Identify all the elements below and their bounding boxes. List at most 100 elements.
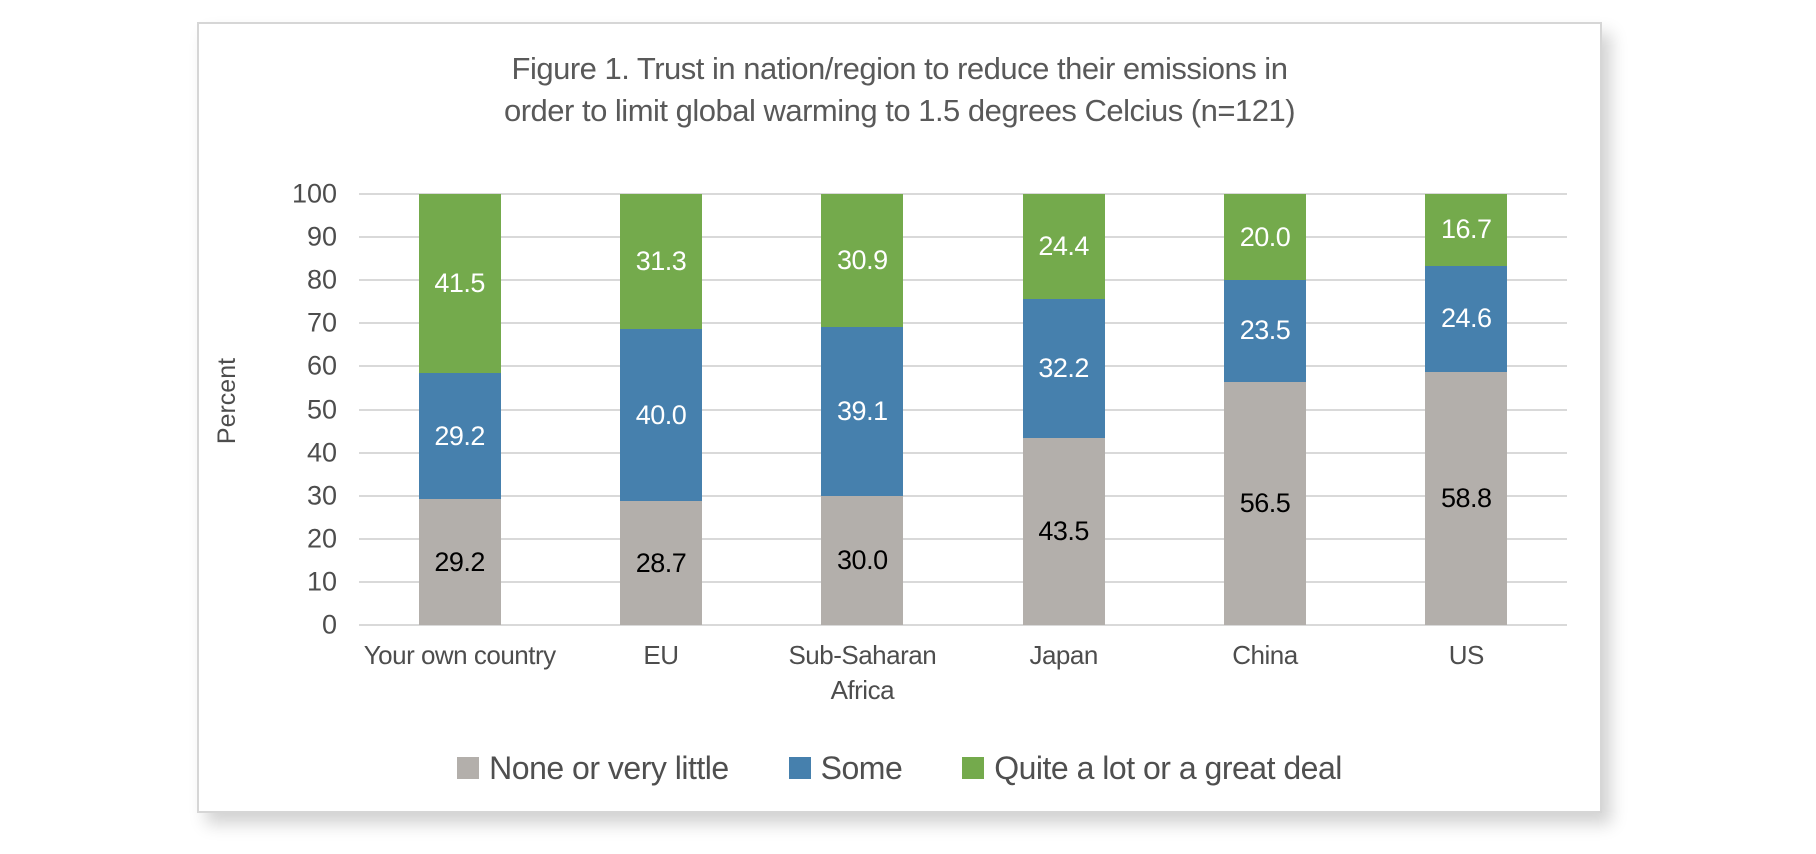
bars-layer: 41.5 29.2 29.2 31.3 40.0 28.7 30.9 39.1 30.0 24.4… bbox=[359, 193, 1567, 625]
chart-title-line-1: Figure 1. Trust in nation/region to redu… bbox=[511, 51, 1288, 86]
figure-card: Figure 1. Trust in nation/region to redu… bbox=[197, 22, 1602, 813]
bar-segment: 41.5 bbox=[418, 194, 501, 374]
bar-segment: 43.5 bbox=[1022, 437, 1105, 625]
x-category-label-line1: US bbox=[1448, 640, 1485, 670]
y-tick-label-70: 70 bbox=[306, 307, 337, 338]
stacked-bar-4: 20.0 23.5 56.5 bbox=[1223, 194, 1306, 625]
bar-segment: 31.3 bbox=[619, 194, 702, 329]
bar-segment: 56.5 bbox=[1223, 381, 1306, 625]
y-tick-label-100: 100 bbox=[291, 178, 337, 209]
y-tick-label-90: 90 bbox=[306, 221, 337, 252]
bar-segment-value-label: 56.5 bbox=[1239, 487, 1291, 518]
y-tick-label-20: 20 bbox=[306, 523, 337, 554]
x-category-label-line2: Africa bbox=[830, 675, 895, 706]
bar-segment: 24.6 bbox=[1425, 265, 1508, 372]
stacked-bar-3: 24.4 32.2 43.5 bbox=[1022, 194, 1105, 625]
bar-segment-value-label: 23.5 bbox=[1239, 315, 1291, 346]
legend-item-label: Quite a lot or a great deal bbox=[994, 749, 1342, 786]
bar-slot-0: 41.5 29.2 29.2 bbox=[359, 194, 560, 625]
bar-segment-value-label: 39.1 bbox=[837, 395, 888, 426]
bar-slot-3: 24.4 32.2 43.5 bbox=[963, 194, 1164, 625]
gridline-50 bbox=[359, 408, 1567, 411]
bar-segment: 29.2 bbox=[418, 499, 501, 625]
bar-segment-value-label: 28.7 bbox=[635, 547, 687, 578]
chart-title: Figure 1. Trust in nation/region to redu… bbox=[199, 48, 1600, 131]
x-category-label-3: Japan bbox=[963, 638, 1164, 708]
x-category-label-4: China bbox=[1164, 638, 1365, 708]
bar-segment-value-label: 24.6 bbox=[1441, 303, 1492, 334]
bar-segment-value-label: 16.7 bbox=[1441, 214, 1492, 245]
bar-segment: 28.7 bbox=[619, 501, 702, 625]
x-category-label-5: US bbox=[1366, 638, 1567, 708]
stacked-bar-0: 41.5 29.2 29.2 bbox=[418, 194, 501, 625]
bar-segment-value-label: 41.5 bbox=[434, 268, 485, 299]
gridline-70 bbox=[359, 322, 1567, 325]
gridline-40 bbox=[359, 451, 1567, 454]
y-tick-label-30: 30 bbox=[306, 480, 337, 511]
bar-segment-value-label: 40.0 bbox=[635, 399, 687, 430]
bar-segment: 39.1 bbox=[821, 327, 904, 496]
y-tick-label-10: 10 bbox=[306, 566, 337, 597]
y-tick-label-50: 50 bbox=[306, 394, 337, 424]
y-tick-label-40: 40 bbox=[306, 437, 337, 468]
x-category-label-line1: China bbox=[1232, 640, 1298, 670]
bar-segment-value-label: 32.2 bbox=[1038, 352, 1089, 383]
legend: None or very little Some Quite a lot or a … bbox=[199, 742, 1600, 794]
bar-segment-value-label: 29.2 bbox=[434, 546, 485, 577]
bar-segment: 32.2 bbox=[1022, 299, 1105, 438]
legend-item-label: None or very little bbox=[489, 749, 729, 786]
gridline-90 bbox=[359, 236, 1567, 239]
legend-swatch-icon bbox=[962, 757, 985, 779]
gridline-80 bbox=[359, 279, 1567, 282]
gridline-10 bbox=[359, 580, 1567, 583]
bar-segment-value-label: 29.2 bbox=[434, 420, 485, 451]
bar-segment: 23.5 bbox=[1223, 280, 1306, 382]
legend-item-1: Some bbox=[788, 749, 903, 787]
bar-segment: 29.2 bbox=[418, 373, 501, 500]
legend-swatch-icon bbox=[788, 757, 811, 779]
gridline-30 bbox=[359, 494, 1567, 497]
bar-slot-4: 20.0 23.5 56.5 bbox=[1164, 194, 1365, 625]
x-category-label-line1: Sub-Saharan bbox=[788, 640, 937, 670]
bar-segment-value-label: 30.0 bbox=[837, 544, 888, 575]
legend-swatch-icon bbox=[457, 757, 480, 779]
bar-slot-1: 31.3 40.0 28.7 bbox=[560, 194, 761, 625]
bar-segment: 20.0 bbox=[1223, 194, 1306, 281]
x-category-label-2: Sub-Saharan Africa bbox=[762, 638, 963, 708]
bar-slot-5: 16.7 24.6 58.8 bbox=[1366, 193, 1567, 625]
y-tick-label-60: 60 bbox=[306, 350, 337, 381]
x-axis-category-labels: Your own country EU Sub-Saharan Africa Japan… bbox=[359, 638, 1567, 708]
legend-item-0: None or very little bbox=[457, 749, 729, 787]
bar-segment-value-label: 58.8 bbox=[1441, 482, 1492, 513]
bar-segment: 40.0 bbox=[619, 328, 702, 502]
y-tick-label-80: 80 bbox=[306, 264, 337, 295]
bar-segment-value-label: 43.5 bbox=[1038, 515, 1089, 546]
x-category-label-line1: EU bbox=[643, 640, 679, 670]
stacked-bar-2: 30.9 39.1 30.0 bbox=[821, 194, 904, 625]
x-category-label-1: EU bbox=[560, 638, 761, 708]
x-category-label-line1: Japan bbox=[1029, 640, 1098, 670]
y-tick-label-0: 0 bbox=[321, 609, 337, 640]
x-category-label-0: Your own country bbox=[359, 638, 560, 708]
gridline-100 bbox=[359, 193, 1567, 195]
gridline-60 bbox=[359, 365, 1567, 368]
stacked-bar-5: 16.7 24.6 58.8 bbox=[1425, 193, 1508, 625]
bar-segment-value-label: 31.3 bbox=[635, 245, 687, 276]
legend-item-label: Some bbox=[820, 749, 903, 786]
stacked-bar-1: 31.3 40.0 28.7 bbox=[619, 194, 702, 625]
bar-segment: 30.0 bbox=[821, 495, 904, 625]
bar-segment-value-label: 24.4 bbox=[1038, 231, 1089, 262]
legend-item-2: Quite a lot or a great deal bbox=[962, 750, 1342, 787]
x-category-label-line1: Your own country bbox=[363, 640, 556, 670]
gridline-0 bbox=[359, 624, 1567, 626]
bar-segment-value-label: 30.9 bbox=[837, 245, 888, 276]
plot-area: 100 90 80 70 60 50 40 30 20 10 0 41.5 29.2 29.2 31.3 4… bbox=[292, 179, 1567, 640]
chart-title-line-2: order to limit global warming to 1.5 deg… bbox=[503, 92, 1296, 128]
bar-segment: 30.9 bbox=[821, 194, 904, 328]
gridline-20 bbox=[359, 537, 1567, 540]
bar-segment: 16.7 bbox=[1425, 193, 1508, 266]
bar-segment: 24.4 bbox=[1022, 194, 1105, 300]
bar-slot-2: 30.9 39.1 30.0 bbox=[762, 194, 963, 625]
bar-segment: 58.8 bbox=[1425, 371, 1508, 625]
bar-segment-value-label: 20.0 bbox=[1239, 221, 1291, 252]
